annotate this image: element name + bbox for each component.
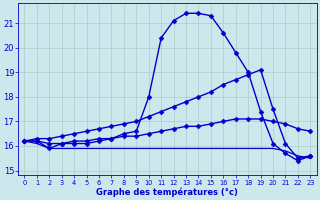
X-axis label: Graphe des températures (°c): Graphe des températures (°c): [96, 187, 238, 197]
